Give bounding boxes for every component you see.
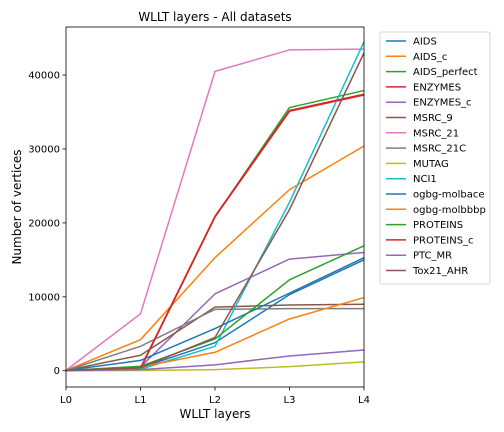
x-tick-label: L0	[60, 395, 72, 406]
legend-label: PROTEINS_c	[413, 235, 474, 246]
legend-frame	[379, 31, 491, 285]
legend-items: AIDS AIDS_c AIDS_perfect ENZYMES ENZYMES_c MS…	[386, 37, 486, 277]
legend-label: AIDS	[413, 37, 437, 48]
x-axis-ticks: L0 L1 L2 L3 L4	[60, 387, 370, 406]
legend-label: ENZYMES	[413, 82, 461, 93]
y-axis-label: Number of vertices	[10, 149, 24, 264]
legend-label: ogbg-molbbbp	[413, 205, 486, 216]
legend-label: AIDS_c	[413, 52, 447, 63]
legend-label: Tox21_AHR	[412, 266, 468, 277]
series-line-tox21-ahr	[65, 52, 365, 372]
y-tick-label: 40000	[28, 71, 60, 82]
series-line-nci1	[65, 41, 365, 372]
legend-label: PROTEINS	[413, 220, 463, 231]
legend-label: NCI1	[413, 174, 437, 185]
y-tick-label: 0	[54, 366, 60, 377]
x-axis-label: WLLT layers	[179, 407, 250, 421]
chart-title: WLLT layers - All datasets	[138, 10, 291, 24]
y-tick-label: 30000	[28, 144, 60, 155]
x-tick-label: L1	[135, 395, 147, 406]
legend-label: MSRC_21C	[413, 144, 466, 155]
legend-label: MUTAG	[413, 159, 449, 170]
series-line-aids-c	[65, 145, 365, 372]
legend-label: MSRC_9	[413, 113, 453, 124]
series-line-proteins	[65, 245, 365, 372]
x-tick-label: L3	[284, 395, 296, 406]
plot-lines	[65, 41, 365, 372]
series-line-msrc-21	[65, 48, 365, 371]
plot-frame	[65, 26, 365, 388]
y-tick-label: 20000	[28, 218, 60, 229]
y-tick-label: 10000	[28, 292, 60, 303]
x-tick-label: L4	[358, 395, 370, 406]
series-line-ogbg-molbace	[65, 256, 365, 372]
legend-label: ogbg-molbace	[413, 190, 485, 201]
x-tick-label: L2	[209, 395, 221, 406]
legend-label: PTC_MR	[413, 251, 452, 262]
series-line-msrc-21c	[65, 307, 364, 372]
series-line-ptc-mr	[65, 349, 365, 372]
legend: AIDS AIDS_c AIDS_perfect ENZYMES ENZYMES_c MS…	[379, 31, 491, 285]
legend-label: AIDS_perfect	[413, 67, 478, 78]
legend-label: MSRC_21	[413, 128, 459, 139]
y-axis-ticks: 0 10000 20000 30000 40000	[28, 71, 66, 377]
legend-label: ENZYMES_c	[413, 98, 472, 109]
series-line-msrc-9	[65, 303, 365, 372]
